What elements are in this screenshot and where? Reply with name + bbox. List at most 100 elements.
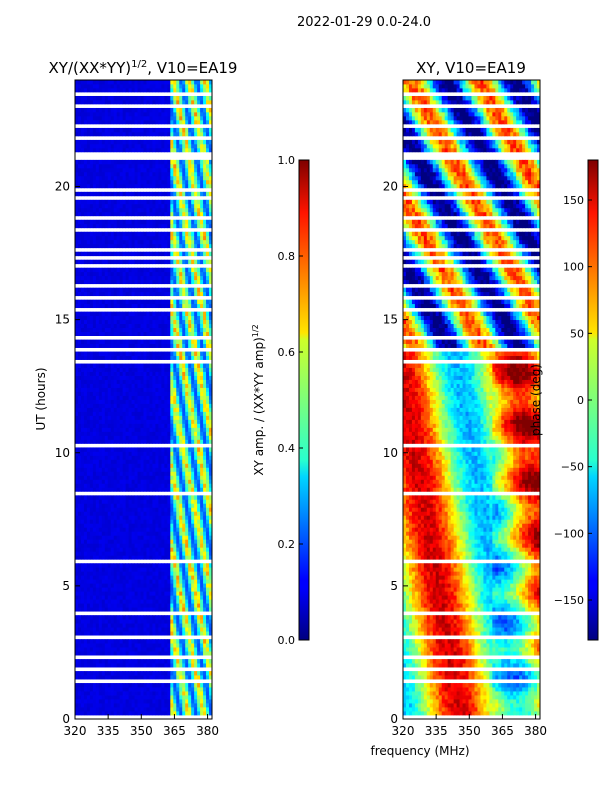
amplitude-cell [152, 231, 156, 237]
amplitude-cell [125, 619, 130, 624]
amplitude-cell [104, 423, 109, 428]
amplitude-cell [182, 207, 186, 213]
amplitude-cell [77, 279, 82, 285]
amplitude-cell [185, 343, 189, 348]
amplitude-cell [179, 495, 183, 500]
amplitude-cell [158, 651, 162, 656]
amplitude-cell [191, 699, 195, 704]
amplitude-cell [146, 523, 150, 528]
amplitude-cell [80, 663, 85, 668]
amplitude-cell [86, 675, 91, 680]
amplitude-cell [101, 475, 106, 480]
amplitude-cell [197, 599, 201, 604]
amplitude-cell [125, 423, 130, 428]
amplitude-cell [119, 319, 124, 325]
amplitude-cell [119, 331, 124, 336]
amplitude-cell [143, 691, 147, 696]
amplitude-cell [86, 463, 91, 468]
amplitude-cell [200, 447, 204, 452]
amplitude-cell [110, 547, 115, 552]
amplitude-cell [185, 435, 189, 440]
amplitude-cell [197, 327, 201, 332]
amplitude-cell [83, 407, 88, 412]
amplitude-cell [188, 311, 192, 317]
amplitude-cell [152, 463, 156, 468]
amplitude-cell [77, 395, 82, 400]
amplitude-cell [152, 387, 156, 392]
amplitude-cell [173, 391, 177, 396]
amplitude-cell [95, 595, 100, 600]
amplitude-cell [194, 211, 198, 217]
amplitude-cell [131, 351, 135, 356]
amplitude-cell [209, 235, 213, 241]
amplitude-cell [143, 591, 147, 596]
amplitude-cell [113, 259, 118, 265]
amplitude-cell [122, 299, 127, 305]
amplitude-cell [185, 363, 189, 368]
amplitude-cell [92, 471, 97, 476]
amplitude-cell [170, 623, 174, 628]
amplitude-cell [173, 275, 177, 281]
amplitude-cell [170, 459, 174, 464]
amplitude-cell [104, 431, 109, 436]
amplitude-cell [173, 475, 177, 480]
amplitude-cell [80, 411, 85, 416]
amplitude-cell [86, 619, 91, 624]
amplitude-cell [179, 595, 183, 600]
amplitude-cell [75, 371, 79, 376]
amplitude-cell [86, 451, 91, 456]
amplitude-cell [75, 375, 79, 380]
amplitude-cell [191, 291, 195, 297]
amplitude-cell [188, 271, 192, 277]
amplitude-cell [161, 487, 165, 492]
amplitude-cell [146, 587, 150, 592]
amplitude-cell [176, 619, 180, 624]
amplitude-cell [176, 479, 180, 484]
amplitude-cell [152, 675, 156, 680]
amplitude-cell [173, 299, 177, 305]
amplitude-cell [92, 495, 97, 500]
amplitude-cell [80, 687, 85, 692]
amplitude-cell [125, 663, 130, 668]
amplitude-cell [92, 275, 97, 281]
amplitude-cell [83, 527, 88, 532]
amplitude-cell [188, 467, 192, 472]
amplitude-cell [167, 519, 171, 524]
amplitude-cell [101, 339, 106, 344]
amplitude-cell [77, 495, 82, 500]
amplitude-cell [95, 299, 100, 305]
amplitude-cell [95, 495, 100, 500]
amplitude-cell [149, 423, 153, 428]
amplitude-cell [188, 447, 192, 452]
amplitude-cell [200, 519, 204, 524]
amplitude-cell [110, 479, 115, 484]
amplitude-cell [179, 291, 183, 297]
amplitude-cell [164, 663, 168, 668]
amplitude-cell [176, 351, 180, 356]
amplitude-cell [95, 683, 100, 688]
amplitude-cell [197, 239, 201, 245]
amplitude-cell [113, 207, 118, 213]
amplitude-cell [122, 403, 127, 408]
amplitude-cell [149, 343, 153, 348]
amplitude-cell [89, 555, 94, 560]
amplitude-cell [179, 699, 183, 704]
amplitude-cell [179, 711, 183, 716]
amplitude-cell [203, 703, 207, 708]
amplitude-cell [119, 363, 124, 368]
amplitude-cell [80, 423, 85, 428]
amplitude-cell [77, 475, 82, 480]
amplitude-cell [75, 687, 79, 692]
amplitude-cell [89, 579, 94, 584]
amplitude-cell [134, 203, 138, 209]
amplitude-cell [197, 595, 201, 600]
amplitude-cell [83, 571, 88, 576]
amplitude-cell [86, 499, 91, 504]
amplitude-cell [107, 643, 112, 648]
amplitude-cell [203, 651, 207, 656]
amplitude-cell [128, 555, 132, 560]
amplitude-cell [95, 231, 100, 237]
amplitude-cell [77, 379, 82, 384]
amplitude-cell [134, 219, 138, 225]
amplitude-cell [206, 431, 210, 436]
